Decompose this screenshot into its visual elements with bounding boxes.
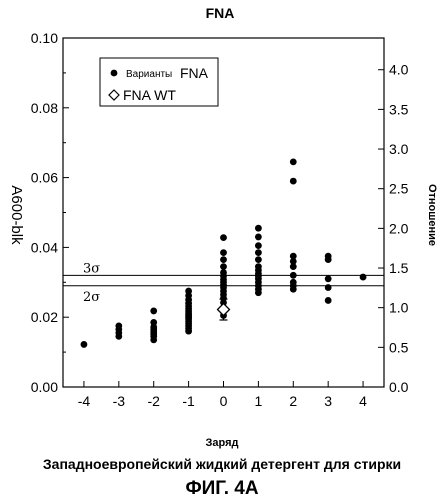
x-ticks: -4 -3 -2 -1 0 1 2 3 4 [78,381,367,409]
x-axis-label: Заряд [206,437,239,449]
data-point [324,284,332,291]
data-point [254,249,262,257]
x-tick-label: -4 [78,393,91,409]
y2-tick-label: 1.0 [389,300,409,316]
y2-tick-label: 2.0 [389,220,409,236]
x-tick-label: -1 [182,393,195,409]
legend-label-variants: FNA [180,65,209,81]
data-point [254,224,262,232]
y-tick-label: 0.00 [31,379,58,395]
legend-box [99,57,219,107]
y2-tick-label: 0.0 [389,379,409,395]
reference-line-label: 2σ [83,290,100,305]
y-axis-label: A600-blk [8,185,25,245]
y2-tick-label: 1.5 [389,260,409,276]
y2-tick-label: 0.5 [389,339,409,355]
series-variants [80,158,367,348]
data-point [254,263,262,270]
y2-tick-label: 3.5 [389,101,409,117]
data-point [220,234,227,242]
data-point [150,307,158,315]
x-tick-label: 0 [220,393,228,409]
x-tick-label: -3 [113,393,126,409]
y2-tick-label: 4.0 [389,62,409,78]
chart-title: FNA [206,5,235,21]
y-tick-label: 0.04 [31,239,58,255]
data-point [80,341,88,348]
data-point [150,319,158,326]
y2-tick-label: 2.5 [389,181,409,197]
data-point [254,242,262,250]
data-point [220,263,227,270]
data-point [289,252,297,260]
data-point [220,269,227,276]
wt-data-point [216,302,231,317]
y2-tick-label: 3.0 [389,141,409,157]
data-point [289,177,297,185]
x-tick-label: 2 [289,393,297,409]
legend: Варианты FNA FNA WT [99,57,219,107]
legend-label-wt: FNA WT [123,87,176,103]
reference-line-label: 3σ [83,261,100,276]
x-tick-label: 1 [254,393,262,409]
y2-ticks: 0.0 0.5 1.0 1.5 2.0 2.5 3.0 3.5 4.0 [378,62,409,395]
x-tick-label: 3 [324,393,332,409]
series-wt [216,298,231,321]
data-point [220,256,227,264]
y-ticks: 0.00 0.02 0.04 0.06 0.08 0.10 [31,30,69,395]
data-point [254,256,262,264]
data-point [115,322,123,330]
figure-label: ФИГ. 4А [185,478,258,499]
y2-axis-label: Отношение [426,184,438,246]
y-tick-label: 0.02 [31,309,58,325]
data-point [289,271,297,279]
data-point [289,158,297,166]
legend-marker-variants [110,69,118,77]
chart-subtitle: Западноевропейский жидкий детергент для … [43,456,401,472]
data-point [185,287,193,295]
legend-marker-wt [108,89,120,101]
data-point [324,297,332,304]
data-point [324,252,332,260]
y-tick-label: 0.10 [31,30,58,46]
y-tick-label: 0.08 [31,100,58,116]
x-tick-label: -2 [147,393,160,409]
data-point [359,273,367,281]
y-tick-label: 0.06 [31,170,58,186]
data-point [254,233,262,241]
legend-label-variants-small: Варианты [126,69,172,80]
data-point [289,257,297,265]
data-point [289,263,297,270]
x-tick-label: 4 [359,393,367,409]
data-point [220,249,227,257]
data-point [324,275,332,283]
data-point [289,278,297,286]
